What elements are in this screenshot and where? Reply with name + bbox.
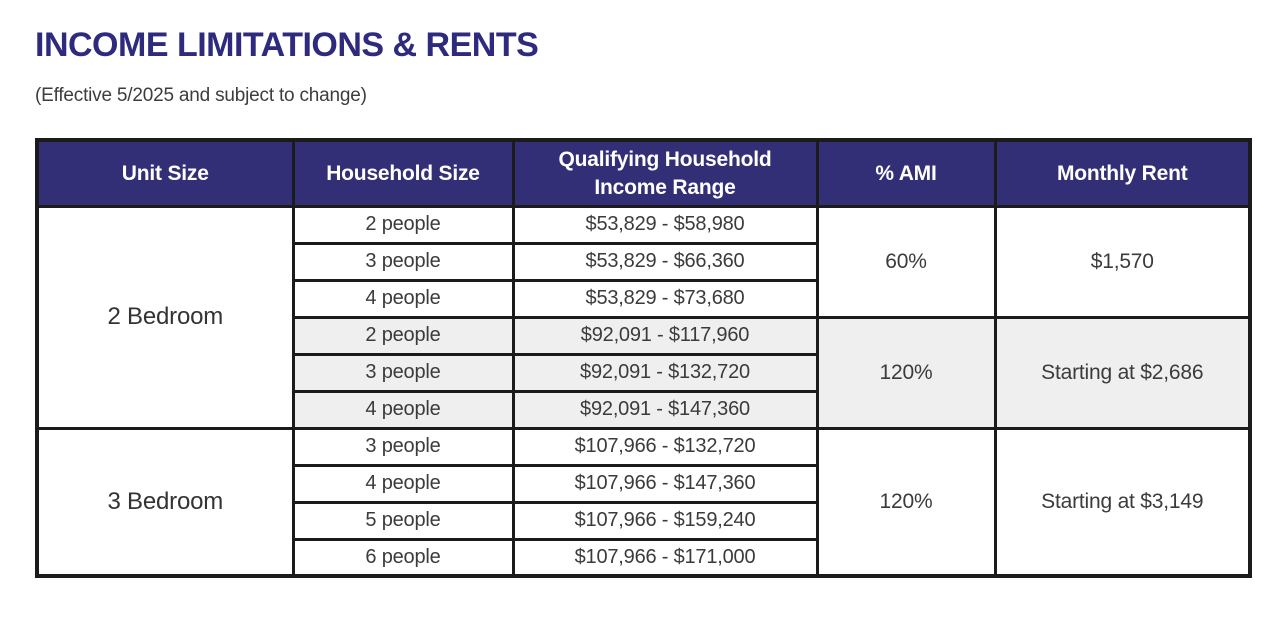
household-size-cell: 4 people [291, 463, 515, 504]
household-size-cell: 3 people [291, 241, 515, 282]
table-body: 2 Bedroom 2 people $53,829 - $58,980 60% $1,… [35, 204, 1252, 578]
table-row: 3 Bedroom 3 people $107,966 - $132,720 120%… [35, 426, 1252, 578]
income-range-cell: $92,091 - $147,360 [511, 389, 819, 430]
income-range-cell: $53,829 - $58,980 [511, 204, 819, 245]
income-range-cell: $53,829 - $73,680 [511, 278, 819, 319]
household-size-cell: 4 people [291, 389, 515, 430]
table-row: 6 people $107,966 - $171,000 [37, 537, 1250, 578]
table-row: 5 people $107,966 - $159,240 [37, 500, 1250, 541]
column-header: Monthly Rent [993, 138, 1252, 208]
table-row: 3 people $53,829 - $66,360 [37, 241, 1250, 282]
ami-cell: 60% [815, 204, 997, 319]
table-row: 2 people $92,091 - $117,960 120% Starting a… [37, 315, 1252, 430]
household-size-cell: 3 people [291, 426, 515, 467]
household-size-cell: 3 people [291, 352, 515, 393]
income-range-cell: $92,091 - $132,720 [511, 352, 819, 393]
income-limitations-table: Unit Size Household Size Qualifying Househ… [35, 138, 1252, 579]
monthly-rent-cell: Starting at $2,686 [993, 315, 1252, 430]
household-size-cell: 2 people [291, 204, 515, 245]
table-row: 4 people $107,966 - $147,360 [37, 463, 1250, 504]
monthly-rent-cell: $1,570 [993, 204, 1252, 319]
column-header: % AMI [815, 138, 997, 208]
column-header: Unit Size [35, 138, 295, 208]
table-row: 2 Bedroom 2 people $53,829 - $58,980 60% $1,… [35, 204, 1252, 430]
income-range-cell: $107,966 - $147,360 [511, 463, 819, 504]
income-range-cell: $53,829 - $66,360 [511, 241, 819, 282]
household-size-cell: 5 people [291, 500, 515, 541]
unit-size-cell: 3 Bedroom [35, 426, 295, 578]
table-row: 4 people $53,829 - $73,680 [37, 278, 1250, 319]
header-row: Unit Size Household Size Qualifying Househ… [35, 138, 1252, 208]
unit-size-cell: 2 Bedroom [35, 204, 295, 430]
monthly-rent-cell: Starting at $3,149 [993, 426, 1252, 578]
table-row: 3 people $92,091 - $132,720 [37, 352, 1250, 393]
page-title: INCOME LIMITATIONS & RENTS [35, 26, 539, 64]
ami-cell: 120% [815, 426, 997, 578]
household-size-cell: 2 people [291, 315, 515, 356]
column-header: Qualifying Household Income Range [511, 138, 819, 208]
income-range-cell: $107,966 - $159,240 [511, 500, 819, 541]
document-page: INCOME LIMITATIONS & RENTS (Effective 5/… [35, 26, 1252, 579]
column-header: Household Size [291, 138, 515, 208]
income-range-cell: $107,966 - $171,000 [511, 537, 819, 578]
table-row: 4 people $92,091 - $147,360 [37, 389, 1250, 430]
income-range-cell: $107,966 - $132,720 [511, 426, 819, 467]
ami-cell: 120% [815, 315, 997, 430]
income-range-cell: $92,091 - $117,960 [511, 315, 819, 356]
page-subtitle: (Effective 5/2025 and subject to change) [35, 85, 367, 107]
household-size-cell: 4 people [291, 278, 515, 319]
household-size-cell: 6 people [291, 537, 515, 578]
